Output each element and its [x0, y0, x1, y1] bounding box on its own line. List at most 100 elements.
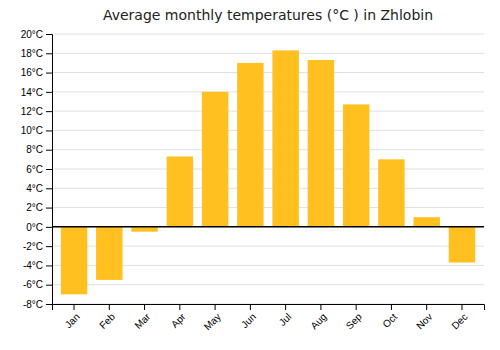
grid-line	[52, 207, 484, 208]
y-tick-label: 0°C	[26, 222, 43, 233]
y-tick: -8°C	[23, 299, 52, 310]
y-tick-label: 14°C	[21, 87, 43, 98]
y-tick-mark	[46, 111, 52, 112]
y-tick: 4°C	[26, 183, 52, 194]
x-tick: Oct	[380, 304, 399, 330]
y-tick: 0°C	[26, 222, 52, 233]
y-tick-mark	[46, 169, 52, 170]
grid-line	[52, 130, 484, 131]
bar	[237, 63, 263, 227]
x-tick: Dec	[449, 304, 469, 331]
y-tick-label: 12°C	[21, 106, 43, 117]
bar	[449, 227, 475, 263]
grid-line	[52, 72, 484, 73]
y-tick-mark	[46, 208, 52, 209]
y-tick: 2°C	[26, 202, 52, 213]
grid-line	[52, 91, 484, 92]
y-tick-label: 10°C	[21, 125, 43, 136]
y-tick: 12°C	[21, 106, 52, 117]
x-tick-mark	[320, 304, 321, 310]
y-tick-label: 4°C	[26, 183, 43, 194]
y-tick: 10°C	[21, 125, 52, 136]
x-tick-mark	[461, 304, 462, 310]
x-tick-label: Feb	[97, 311, 117, 331]
x-tick: Jan	[63, 304, 82, 330]
bar	[202, 92, 228, 227]
y-tick-mark	[46, 227, 52, 228]
x-tick: Mar	[132, 304, 152, 331]
grid-line	[52, 226, 484, 227]
x-tick-mark	[215, 304, 216, 310]
bar	[413, 217, 439, 227]
bar	[343, 104, 369, 226]
y-tick: 6°C	[26, 164, 52, 175]
x-tick-label: Jul	[277, 311, 294, 328]
x-tick-label: May	[202, 311, 223, 332]
y-axis: -8°C -6°C -4°C -2°C 0°C 2°C 4°C 6°C 8°C 10°C 12°C 1…	[21, 29, 53, 310]
x-tick: Nov	[414, 304, 434, 331]
y-tick-mark	[46, 265, 52, 266]
bar	[61, 227, 87, 295]
grid-line	[52, 111, 484, 112]
x-axis: Jan Feb Mar Apr May Jun Jul Aug Sep Oct Nov Dec	[53, 304, 485, 332]
y-tick: -4°C	[23, 260, 52, 271]
y-tick: 14°C	[21, 87, 52, 98]
y-tick-label: -8°C	[23, 299, 43, 310]
x-tick-label: Aug	[308, 311, 328, 331]
chart: -8°C -6°C -4°C -2°C 0°C 2°C 4°C 6°C 8°C 10°C 12°C 1…	[0, 0, 500, 350]
y-tick-mark	[46, 150, 52, 151]
y-tick-mark	[46, 53, 52, 54]
bar	[272, 50, 298, 226]
y-tick-mark	[46, 92, 52, 93]
grid-line	[52, 169, 484, 170]
x-tick-mark	[356, 304, 357, 310]
y-tick-label: 18°C	[21, 48, 43, 59]
y-tick-mark	[46, 304, 52, 305]
zero-line	[52, 226, 484, 228]
x-tick-mark	[74, 304, 75, 310]
grid	[52, 34, 484, 304]
y-tick-label: 20°C	[21, 29, 43, 40]
x-axis-line	[53, 305, 485, 311]
x-tick-mark	[391, 304, 392, 310]
x-tick-mark	[179, 304, 180, 310]
grid-line	[52, 34, 484, 35]
y-tick-label: -4°C	[23, 260, 43, 271]
y-tick: -6°C	[23, 279, 52, 290]
x-tick: Sep	[344, 304, 365, 331]
y-tick-mark	[46, 34, 52, 35]
y-tick-label: 6°C	[26, 164, 43, 175]
plot: -8°C -6°C -4°C -2°C 0°C 2°C 4°C 6°C 8°C 10°C 12°C 1…	[21, 29, 485, 333]
x-tick-label: Dec	[449, 311, 469, 331]
bar	[378, 159, 404, 227]
y-tick: 16°C	[21, 67, 52, 78]
x-tick-label: Apr	[169, 311, 188, 330]
x-tick-mark	[426, 304, 427, 310]
y-axis-line	[46, 35, 53, 305]
x-tick: May	[202, 304, 223, 332]
y-tick-mark	[46, 246, 52, 247]
bar	[167, 156, 193, 226]
x-tick-label: Jan	[63, 311, 82, 330]
x-tick-mark	[250, 304, 251, 310]
bar	[308, 60, 334, 227]
y-tick-label: 2°C	[26, 202, 43, 213]
x-tick-label: Sep	[344, 311, 365, 332]
bars	[61, 50, 475, 294]
grid-line	[52, 284, 484, 285]
x-tick: Jun	[239, 304, 258, 330]
x-tick: Feb	[97, 304, 117, 331]
x-tick-mark	[285, 304, 286, 310]
y-tick-mark	[46, 285, 52, 286]
x-tick-label: Nov	[414, 311, 434, 331]
y-tick: -2°C	[23, 241, 52, 252]
y-tick: 8°C	[26, 144, 52, 155]
x-tick: Apr	[169, 304, 188, 330]
x-tick-mark	[109, 304, 110, 310]
grid-line	[52, 149, 484, 150]
y-tick-label: -2°C	[23, 241, 43, 252]
y-tick: 18°C	[21, 48, 52, 59]
grid-line	[52, 188, 484, 189]
y-tick-mark	[46, 130, 52, 131]
y-tick-mark	[46, 73, 52, 74]
